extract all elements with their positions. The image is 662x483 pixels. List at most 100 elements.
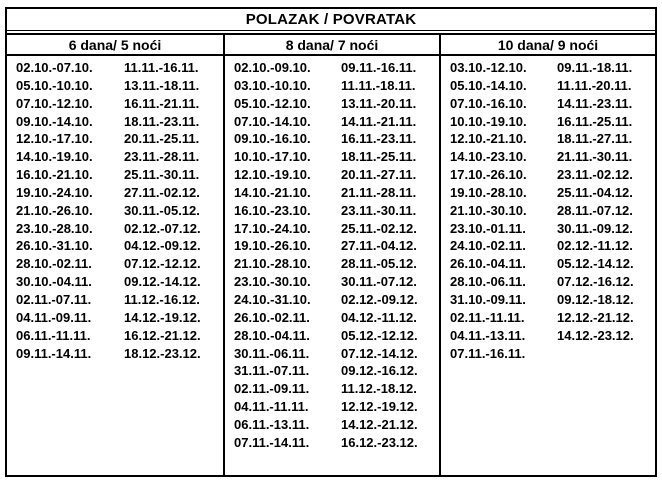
date-range: 27.11.-04.12. xyxy=(341,238,417,254)
date-range xyxy=(548,345,655,363)
date-range: 30.11.-07.12. xyxy=(341,274,417,290)
column-header-6-days: 6 dana/ 5 noći xyxy=(7,35,223,56)
column-header-8-days: 8 dana/ 7 noći xyxy=(225,35,439,56)
date-range: 02.12.-07.12. xyxy=(124,220,201,236)
date-range: 18.11.-23.11. xyxy=(124,113,200,129)
date-range: 04.12.-11.12. xyxy=(341,309,417,325)
date-range: 23.11.-02.12. xyxy=(557,167,633,183)
date-range: 30.10.-04.11. xyxy=(16,274,92,290)
column-10-days: 10 dana/ 9 noći 03.10.-12.10. 09.11.-18.1… xyxy=(439,35,655,475)
date-range: 02.11.-09.11. xyxy=(234,381,310,397)
date-range: 26.10.-04.11. xyxy=(450,256,526,272)
departure-return-table: POLAZAK / POVRATAK 6 dana/ 5 noći 02.10.… xyxy=(5,7,657,477)
date-range: 16.11.-25.11. xyxy=(557,113,633,129)
date-range: 23.10.-01.11. xyxy=(450,220,526,236)
date-range: 14.11.-23.11. xyxy=(557,95,633,111)
date-range: 23.11.-28.11. xyxy=(124,149,200,165)
date-range: 19.10.-26.10. xyxy=(234,238,311,254)
date-range: 10.10.-19.10. xyxy=(450,113,527,129)
table-title: POLAZAK / POVRATAK xyxy=(7,9,655,31)
date-range: 07.12.-16.12. xyxy=(557,274,634,290)
date-range: 23.10.-28.10. xyxy=(16,220,93,236)
date-range: 21.10.-26.10. xyxy=(16,202,93,218)
date-range: 14.12.-19.12. xyxy=(124,309,201,325)
date-range: 23.11.-30.11. xyxy=(341,202,417,218)
date-range: 25.11.-02.12. xyxy=(341,220,417,236)
date-range: 11.11.-20.11. xyxy=(557,77,632,93)
date-range: 30.11.-06.11. xyxy=(234,345,310,361)
date-range: 10.10.-17.10. xyxy=(234,149,311,165)
date-range: 24.10.-02.11. xyxy=(450,238,526,254)
column-dates-6-days: 02.10.-07.10. 11.11.-16.11. 05.10.-10.10. 1… xyxy=(7,56,223,475)
column-8-days: 8 dana/ 7 noći 02.10.-09.10. 09.11.-16.11… xyxy=(223,35,439,475)
date-range: 11.11.-16.11. xyxy=(124,60,199,75)
date-range: 09.12.-14.12. xyxy=(124,274,201,290)
date-range: 23.10.-30.10. xyxy=(234,274,311,290)
date-range: 11.12.-16.12. xyxy=(124,291,200,307)
date-range: 13.11.-20.11. xyxy=(341,95,417,111)
date-range: 28.11.-05.12. xyxy=(341,256,417,272)
date-range: 02.10.-07.10. xyxy=(16,60,93,75)
date-range: 07.10.-14.10. xyxy=(234,113,311,129)
date-range: 07.11.-14.11. xyxy=(234,434,310,450)
date-range: 30.11.-05.12. xyxy=(124,202,200,218)
date-range: 06.11.-11.11. xyxy=(16,327,91,343)
date-range: 12.10.-17.10. xyxy=(16,131,93,147)
date-range: 14.12.-23.12. xyxy=(557,327,634,343)
date-range: 04.11.-09.11. xyxy=(16,309,92,325)
date-range: 28.10.-02.11. xyxy=(16,256,92,272)
date-range: 14.12.-21.12. xyxy=(341,416,418,432)
column-header-10-days: 10 dana/ 9 noći xyxy=(441,35,655,56)
date-range: 20.11.-25.11. xyxy=(124,131,200,147)
date-range: 02.12.-11.12. xyxy=(557,238,633,254)
date-range: 25.11.-04.12. xyxy=(557,184,633,200)
date-range: 04.11.-11.11. xyxy=(234,399,309,415)
date-range: 03.10.-10.10. xyxy=(234,77,311,93)
date-range: 07.12.-12.12. xyxy=(124,256,201,272)
date-range: 28.11.-07.12. xyxy=(557,202,633,218)
date-range: 12.12.-21.12. xyxy=(557,309,634,325)
date-range: 07.12.-14.12. xyxy=(341,345,418,361)
date-range: 28.10.-06.11. xyxy=(450,274,526,290)
date-range: 24.10.-31.10. xyxy=(234,291,311,307)
date-range: 26.10.-31.10. xyxy=(16,238,93,254)
date-range: 21.11.-30.11. xyxy=(557,149,633,165)
column-6-days: 6 dana/ 5 noći 02.10.-07.10. 11.11.-16.11… xyxy=(7,35,223,475)
date-range: 02.11.-07.11. xyxy=(16,291,92,307)
date-range: 31.10.-09.11. xyxy=(450,291,526,307)
date-range: 11.11.-18.11. xyxy=(341,77,416,93)
date-range: 27.11.-02.12. xyxy=(124,184,200,200)
date-range: 19.10.-24.10. xyxy=(16,184,93,200)
date-range: 13.11.-18.11. xyxy=(124,77,200,93)
date-range: 20.11.-27.11. xyxy=(341,167,417,183)
date-range: 12.10.-19.10. xyxy=(234,167,311,183)
date-range: 11.12.-18.12. xyxy=(341,381,417,397)
column-dates-10-days: 03.10.-12.10. 09.11.-18.11. 05.10.-14.10. 1… xyxy=(441,56,655,475)
date-range: 04.11.-13.11. xyxy=(450,327,526,343)
date-range: 05.12.-14.12. xyxy=(557,256,634,272)
date-range: 17.10.-24.10. xyxy=(234,220,311,236)
date-range: 14.10.-23.10. xyxy=(450,149,527,165)
date-range: 09.11.-14.11. xyxy=(16,345,92,361)
date-range: 06.11.-13.11. xyxy=(234,416,310,432)
date-range: 19.10.-28.10. xyxy=(450,184,527,200)
date-range: 05.10.-12.10. xyxy=(234,95,311,111)
date-range: 21.10.-28.10. xyxy=(234,256,311,272)
date-range: 02.11.-11.11. xyxy=(450,309,525,325)
date-range: 12.12.-19.12. xyxy=(341,399,418,415)
date-range: 16.12.-23.12. xyxy=(341,434,418,450)
date-range: 16.10.-23.10. xyxy=(234,202,311,218)
date-range: 14.10.-21.10. xyxy=(234,184,311,200)
date-range: 17.10.-26.10. xyxy=(450,167,527,183)
date-range: 03.10.-12.10. xyxy=(450,60,527,75)
date-range: 21.10.-30.10. xyxy=(450,202,527,218)
date-range: 21.11.-28.11. xyxy=(341,184,417,200)
date-range: 31.11.-07.11. xyxy=(234,363,310,379)
date-range: 07.10.-12.10. xyxy=(16,95,93,111)
date-range: 16.10.-21.10. xyxy=(16,167,93,183)
date-range: 02.10.-09.10. xyxy=(234,60,311,75)
date-range: 07.10.-16.10. xyxy=(450,95,527,111)
date-range: 04.12.-09.12. xyxy=(124,238,201,254)
date-range: 09.11.-16.11. xyxy=(341,60,417,75)
date-range: 09.10.-14.10. xyxy=(16,113,93,129)
